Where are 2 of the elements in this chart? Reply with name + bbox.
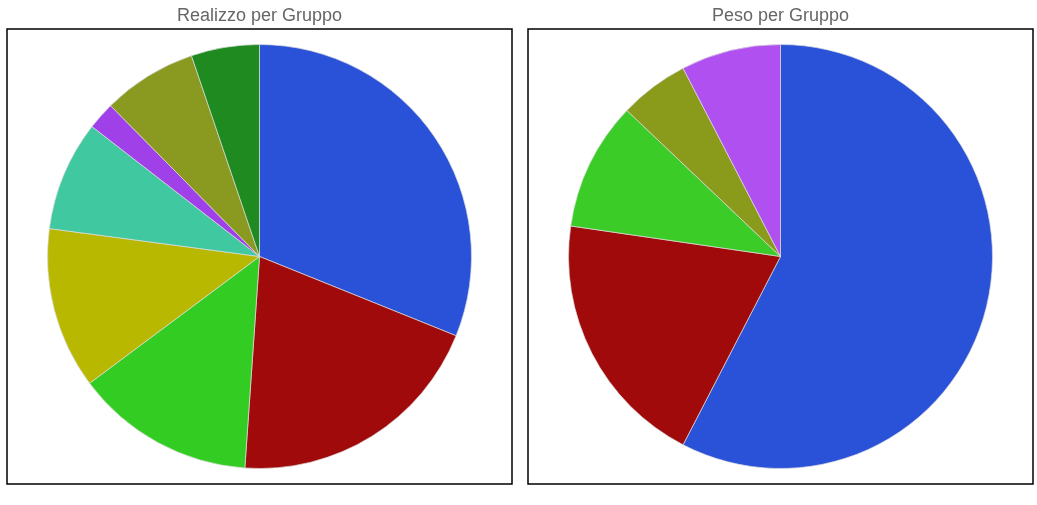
chart-title: Peso per Gruppo bbox=[711, 5, 850, 25]
chart-title: Realizzo per Gruppo bbox=[176, 5, 343, 25]
